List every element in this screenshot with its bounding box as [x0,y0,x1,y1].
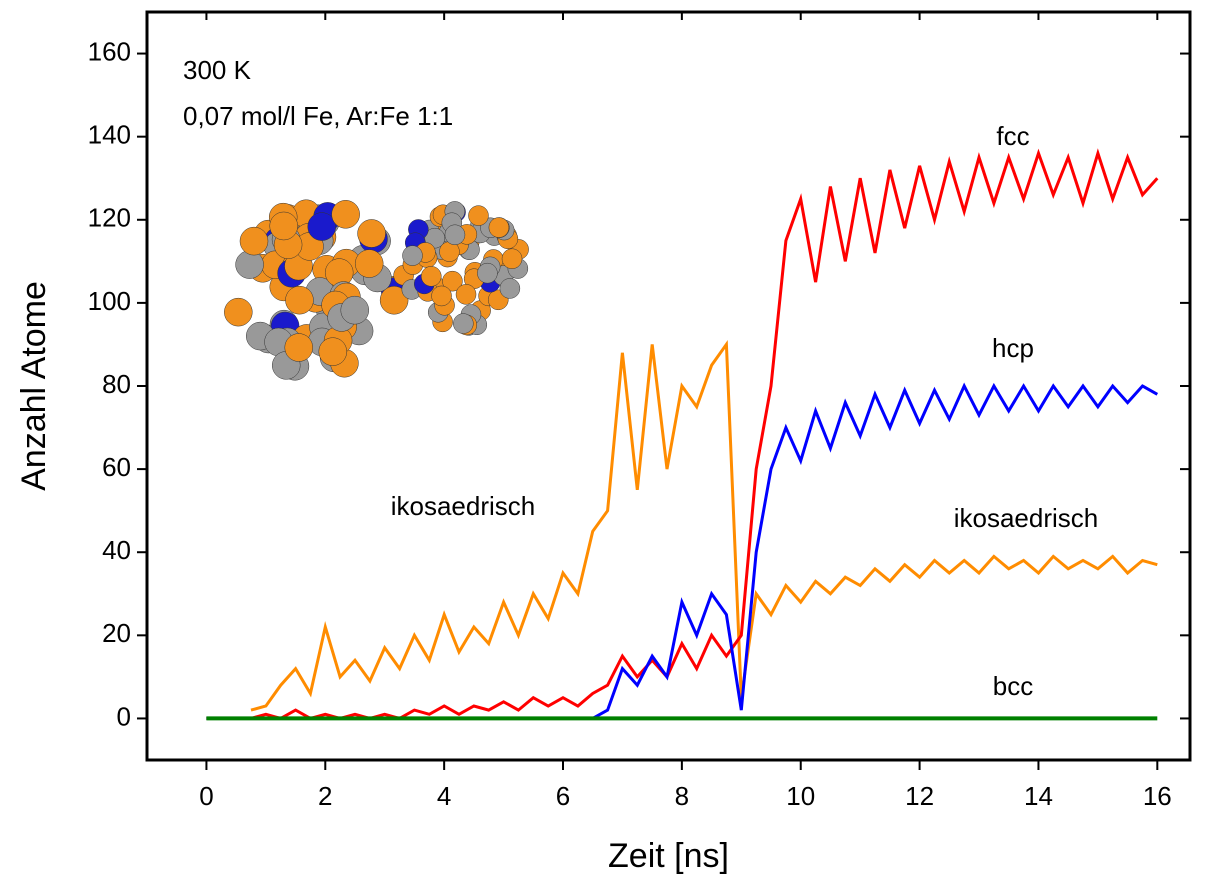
y-tick-label: 40 [102,535,131,565]
atom [358,219,386,247]
atom [468,206,488,226]
annotation: ikosaedrisch [391,491,536,521]
x-tick-label: 10 [786,781,815,811]
atom [456,284,476,304]
chart: 0246810121416020406080100120140160Zeit [… [0,0,1207,881]
annotation: 0,07 mol/l Fe, Ar:Fe 1:1 [183,101,453,131]
y-tick-label: 140 [88,120,131,150]
atom [319,338,347,366]
x-tick-label: 4 [437,781,451,811]
x-tick-label: 6 [556,781,570,811]
atom [236,251,264,279]
atom [502,249,522,269]
cluster-illustration [224,200,528,381]
atom [402,246,422,266]
atom [285,286,313,314]
x-tick-label: 14 [1024,781,1053,811]
atom [224,298,252,326]
atom [308,213,336,241]
y-tick-label: 80 [102,369,131,399]
atom [355,250,383,278]
x-tick-label: 2 [318,781,332,811]
annotation: hcp [992,333,1034,363]
x-tick-label: 0 [199,781,213,811]
atom [285,334,313,362]
annotation: bcc [993,671,1033,701]
atom [445,225,465,245]
atom [332,200,360,228]
atom [489,218,509,238]
atom [240,227,268,255]
y-tick-label: 100 [88,286,131,316]
x-tick-label: 12 [905,781,934,811]
y-axis-label: Anzahl Atome [15,281,53,491]
annotation: ikosaedrisch [954,503,1099,533]
atom [477,263,497,283]
atom [500,278,520,298]
y-tick-label: 120 [88,203,131,233]
y-tick-label: 60 [102,452,131,482]
annotation: fcc [996,121,1029,151]
atom [453,314,473,334]
atom [421,266,441,286]
series-line [206,153,1157,718]
x-axis-label: Zeit [ns] [608,837,729,875]
atom [270,212,298,240]
atom [432,286,452,306]
y-tick-label: 0 [117,701,131,731]
y-tick-label: 160 [88,36,131,66]
y-tick-label: 20 [102,618,131,648]
x-tick-label: 8 [675,781,689,811]
x-tick-label: 16 [1143,781,1172,811]
atom [341,296,369,324]
annotation: 300 K [183,55,252,85]
